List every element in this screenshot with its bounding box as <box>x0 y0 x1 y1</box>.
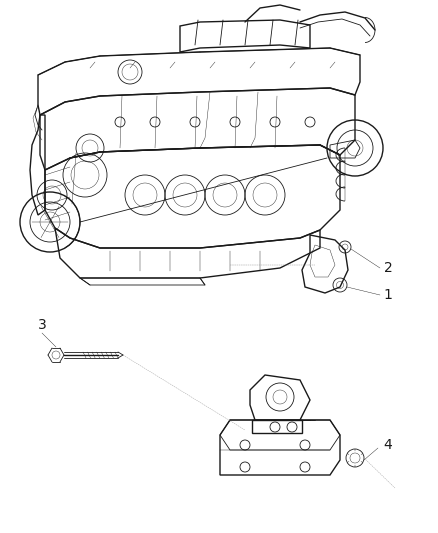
Text: 3: 3 <box>38 318 46 332</box>
Text: 4: 4 <box>384 438 392 452</box>
Text: 2: 2 <box>384 261 392 275</box>
Text: 1: 1 <box>384 288 392 302</box>
